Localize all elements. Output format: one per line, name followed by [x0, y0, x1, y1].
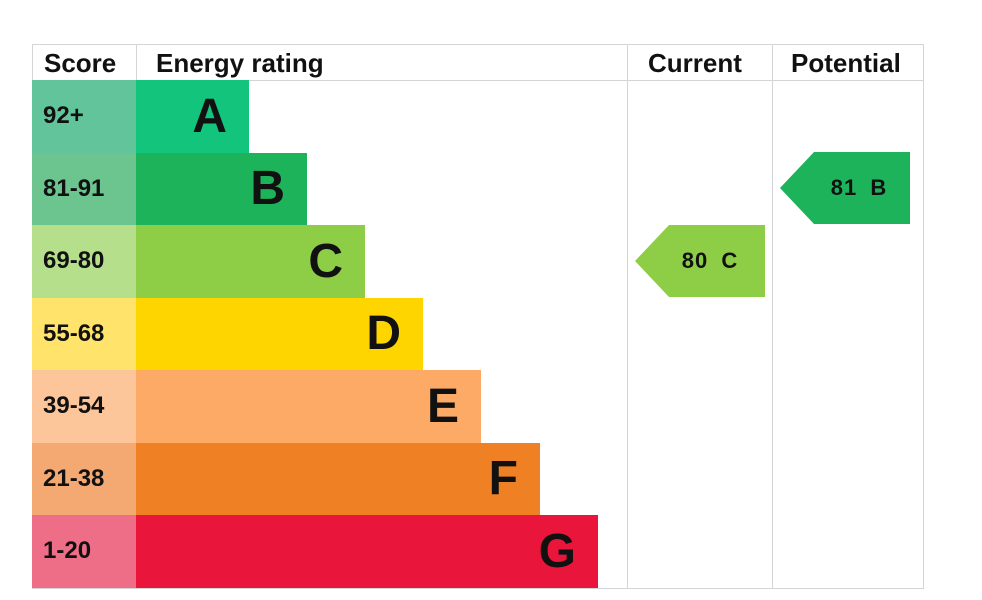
score-range-c: 69-80 — [32, 225, 136, 298]
rating-bar-g: G — [136, 515, 598, 588]
header-energy-rating: Energy rating — [156, 48, 324, 78]
potential-rating-label: 81 B — [830, 175, 888, 200]
score-range-e: 39-54 — [32, 370, 136, 443]
score-range-d: 55-68 — [32, 297, 136, 370]
header-potential: Potential — [791, 48, 901, 78]
score-range-b: 81-91 — [32, 152, 136, 225]
column-divider-current — [627, 44, 628, 589]
rating-bar-a: A — [136, 80, 249, 153]
header-current: Current — [648, 48, 742, 78]
current-rating-arrow: 80 C — [635, 225, 765, 297]
rating-bar-e: E — [136, 370, 481, 443]
column-divider-potential — [772, 44, 773, 589]
score-range-f: 21-38 — [32, 442, 136, 515]
column-divider-score — [136, 44, 137, 80]
potential-rating-arrow: 81 B — [780, 152, 910, 224]
score-range-a: 92+ — [32, 80, 136, 153]
arrow-shape-icon — [780, 152, 910, 224]
header-score: Score — [44, 48, 117, 78]
arrow-shape-icon — [635, 225, 765, 297]
rating-bar-b: B — [136, 152, 307, 225]
rating-bar-d: D — [136, 297, 423, 370]
current-rating-label: 80 C — [681, 248, 739, 273]
score-range-g: 1-20 — [32, 515, 136, 588]
rating-bar-c: C — [136, 225, 365, 298]
header-divider — [32, 80, 924, 81]
rating-bar-f: F — [136, 442, 540, 515]
